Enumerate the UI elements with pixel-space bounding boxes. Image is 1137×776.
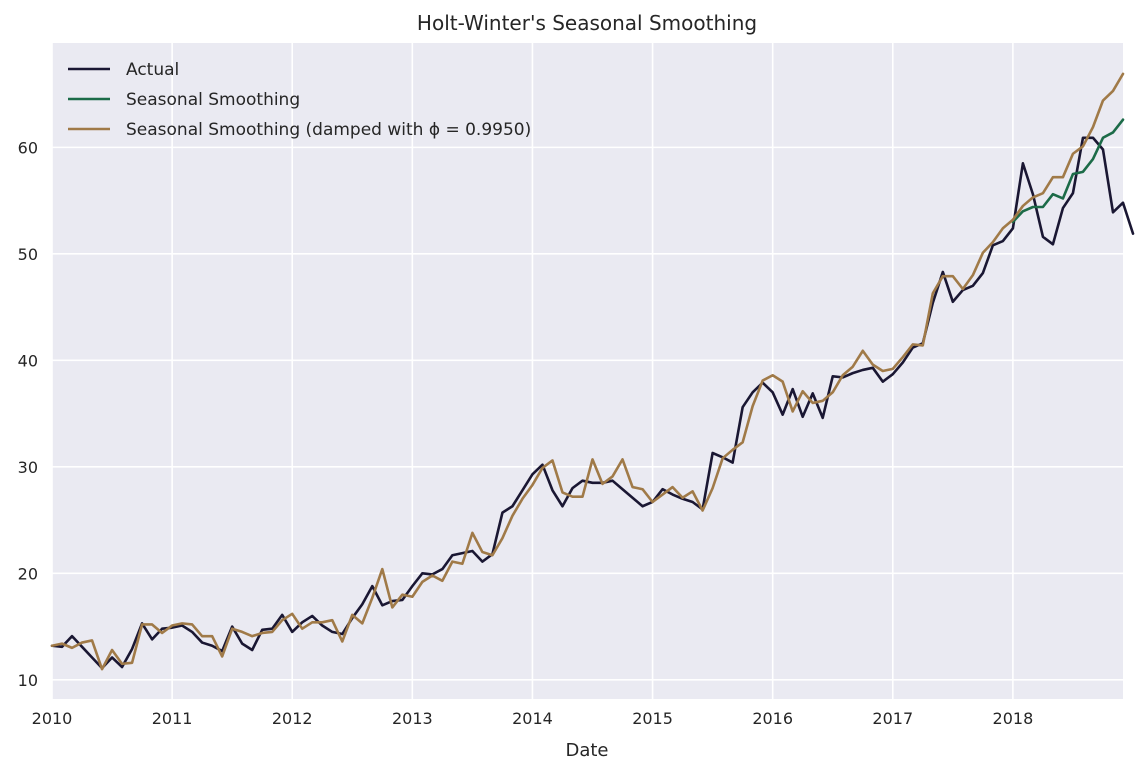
y-tick-label: 60 bbox=[18, 138, 38, 157]
x-tick-label: 2010 bbox=[32, 709, 73, 728]
x-axis-label: Date bbox=[565, 740, 608, 761]
y-tick-label: 40 bbox=[18, 351, 38, 370]
y-tick-labels: 10 20 30 40 50 60 bbox=[18, 138, 38, 689]
y-tick-label: 10 bbox=[18, 671, 38, 690]
legend-label: Seasonal Smoothing (damped with ϕ = 0.99… bbox=[126, 120, 531, 140]
legend-label: Seasonal Smoothing bbox=[126, 90, 300, 110]
grid bbox=[51, 43, 1123, 699]
series-lines bbox=[50, 72, 1135, 671]
series-line-1 bbox=[50, 136, 1135, 670]
series-line-3 bbox=[50, 72, 1125, 671]
legend-label: Actual bbox=[126, 60, 179, 80]
x-tick-label: 2012 bbox=[272, 709, 313, 728]
x-tick-label: 2013 bbox=[392, 709, 433, 728]
x-tick-label: 2011 bbox=[152, 709, 193, 728]
y-tick-label: 20 bbox=[18, 564, 38, 583]
x-tick-label: 2017 bbox=[872, 709, 913, 728]
legend: Actual Seasonal Smoothing Seasonal Smoothi… bbox=[68, 60, 531, 140]
chart-title: Holt-Winter's Seasonal Smoothing bbox=[417, 11, 757, 35]
x-tick-labels: 2010 2011 2012 2013 2014 2015 2016 2017 2018 bbox=[32, 709, 1034, 728]
x-tick-label: 2016 bbox=[752, 709, 793, 728]
plot-background bbox=[52, 43, 1123, 699]
x-tick-label: 2018 bbox=[993, 709, 1034, 728]
y-tick-label: 30 bbox=[18, 458, 38, 477]
x-tick-label: 2015 bbox=[632, 709, 673, 728]
x-tick-label: 2014 bbox=[512, 709, 553, 728]
y-tick-label: 50 bbox=[18, 245, 38, 264]
series-line-2 bbox=[1011, 118, 1125, 224]
